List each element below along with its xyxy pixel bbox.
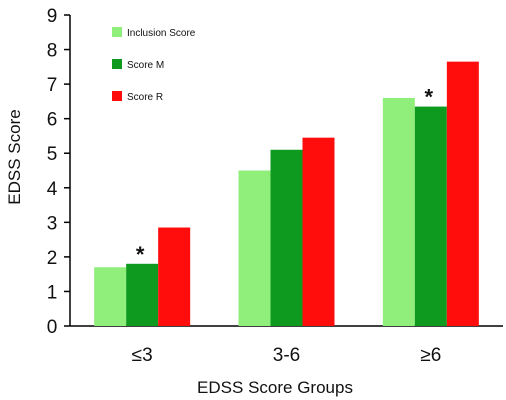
bar [414, 106, 447, 326]
x-tick-label: 3-6 [273, 345, 300, 366]
y-tick-label: 8 [47, 41, 58, 62]
bar [126, 263, 159, 326]
legend-label: Inclusion Score [127, 28, 196, 39]
y-tick-label: 0 [47, 317, 58, 338]
bar [270, 149, 303, 326]
y-axis-title: EDSS Score [5, 109, 24, 204]
bars-group [94, 61, 479, 327]
y-tick-label: 3 [47, 213, 58, 234]
x-tick-label: ≥6 [420, 345, 441, 366]
bar [302, 137, 335, 326]
y-tick-label: 5 [47, 144, 58, 165]
significance-marker: * [136, 242, 145, 267]
x-axis: ≤3 3-6 ≥6 [70, 325, 503, 366]
bar [238, 170, 271, 326]
y-axis: 0 1 2 3 4 5 6 7 8 9 [47, 6, 71, 338]
y-tick-label: 9 [47, 6, 58, 27]
bar [382, 97, 415, 326]
legend-swatch [112, 27, 122, 37]
y-tick-label: 1 [47, 282, 58, 303]
bar [446, 61, 479, 327]
significance-marker: * [425, 85, 434, 110]
legend-swatch [112, 91, 122, 101]
annotations: ** [136, 85, 434, 267]
legend-swatch [112, 59, 122, 69]
x-axis-title: EDSS Score Groups [197, 378, 353, 397]
y-tick-label: 2 [47, 248, 58, 269]
x-tick-label: ≤3 [132, 345, 153, 366]
legend-label: Score M [127, 60, 164, 71]
y-tick-label: 7 [47, 75, 58, 96]
bar [158, 227, 191, 326]
y-tick-label: 6 [47, 110, 58, 131]
y-tick-label: 4 [47, 179, 58, 200]
legend: Inclusion Score Score M Score R [112, 27, 196, 103]
bar [94, 267, 127, 326]
legend-label: Score R [127, 92, 163, 103]
